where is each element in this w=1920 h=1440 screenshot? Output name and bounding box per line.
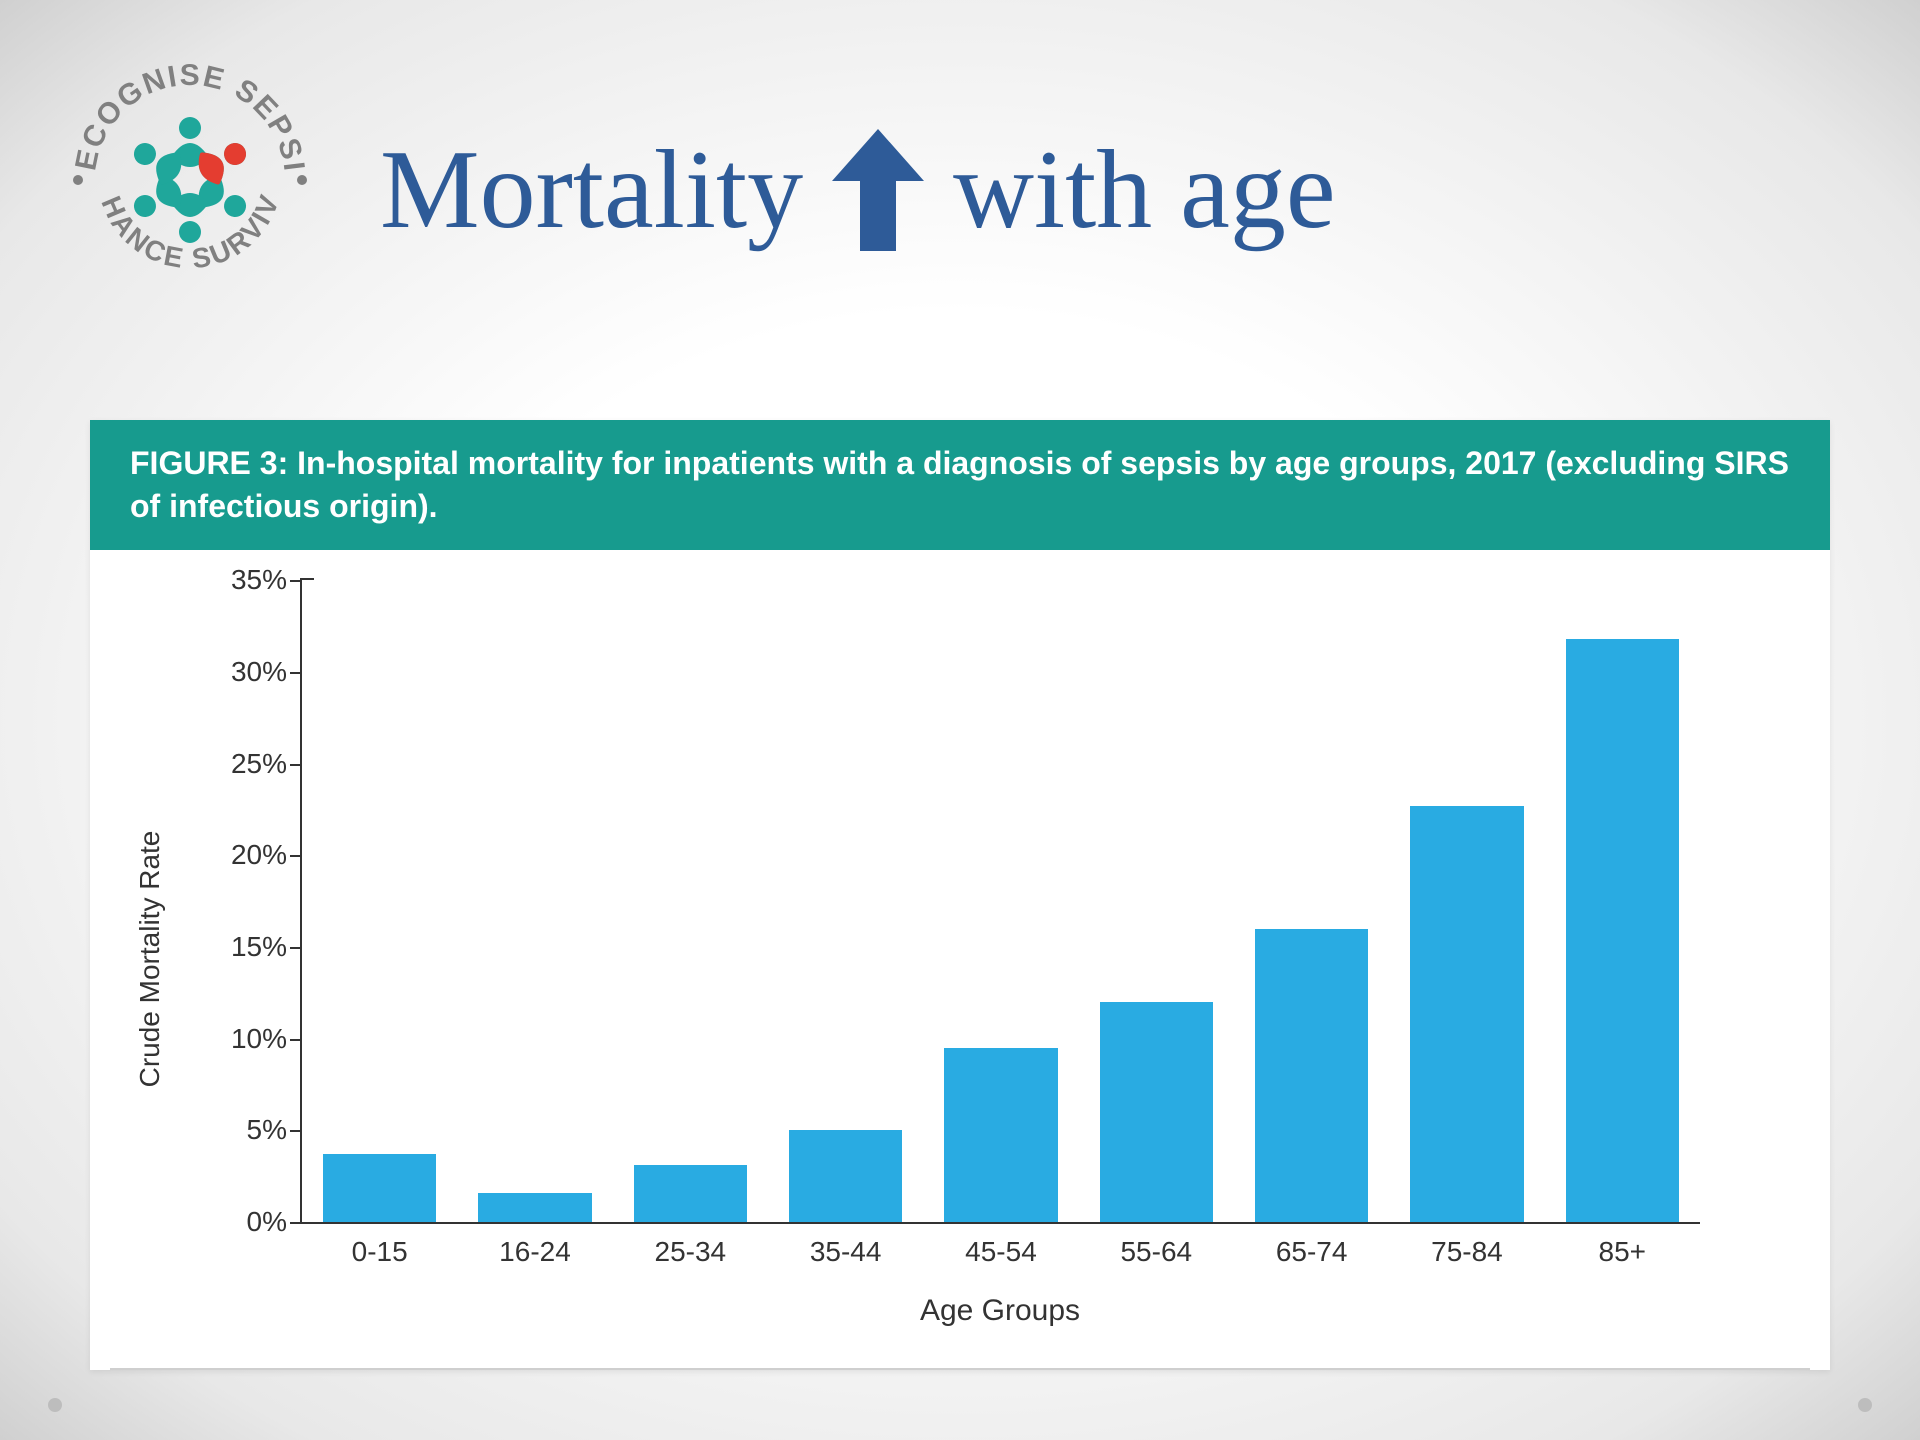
y-tick: 15% — [192, 931, 287, 963]
y-tick: 10% — [192, 1023, 287, 1055]
card-divider — [110, 1368, 1810, 1370]
footer-dot-left — [48, 1398, 62, 1412]
bar — [634, 1165, 747, 1222]
slide: RECOGNISE SEPSIS ENHANCE SURVIVAL — [0, 0, 1920, 1440]
x-axis-label: Age Groups — [300, 1294, 1700, 1328]
bar-slot: 25-34 — [613, 580, 768, 1222]
bar — [478, 1193, 591, 1222]
arrow-up-icon — [828, 125, 928, 255]
y-tick: 25% — [192, 748, 287, 780]
title-part-1: Mortality — [380, 126, 803, 255]
sepsis-logo: RECOGNISE SEPSIS ENHANCE SURVIVAL — [40, 30, 340, 330]
bar — [1410, 806, 1523, 1222]
y-axis-label: Crude Mortality Rate — [134, 831, 166, 1088]
person-accent-icon — [192, 133, 253, 189]
bar-slot: 55-64 — [1079, 580, 1234, 1222]
bar — [323, 1154, 436, 1222]
title-part-2: with age — [953, 126, 1336, 255]
x-tick: 55-64 — [1120, 1236, 1192, 1268]
x-tick: 16-24 — [499, 1236, 571, 1268]
figure-caption: FIGURE 3: In-hospital mortality for inpa… — [90, 420, 1830, 550]
bar-slot: 65-74 — [1234, 580, 1389, 1222]
x-tick: 35-44 — [810, 1236, 882, 1268]
footer-dot-right — [1858, 1398, 1872, 1412]
bar — [1255, 929, 1368, 1222]
y-tick: 0% — [192, 1206, 287, 1238]
bar-slot: 85+ — [1545, 580, 1700, 1222]
x-tick: 0-15 — [352, 1236, 408, 1268]
y-tick: 30% — [192, 656, 287, 688]
bar — [789, 1130, 902, 1222]
y-tick: 20% — [192, 839, 287, 871]
x-tick: 85+ — [1599, 1236, 1647, 1268]
x-tick: 75-84 — [1431, 1236, 1503, 1268]
y-tick: 35% — [192, 564, 287, 596]
x-tick: 25-34 — [655, 1236, 727, 1268]
bar — [1566, 639, 1679, 1222]
sepsis-logo-svg: RECOGNISE SEPSIS ENHANCE SURVIVAL — [40, 30, 340, 330]
bar-slot: 35-44 — [768, 580, 923, 1222]
bar-slot: 0-15 — [302, 580, 457, 1222]
bar-slot: 75-84 — [1389, 580, 1544, 1222]
bar-chart: 0-1516-2425-3435-4445-5455-6465-7475-848… — [300, 580, 1700, 1224]
bar — [1100, 1002, 1213, 1222]
figure-card: FIGURE 3: In-hospital mortality for inpa… — [90, 420, 1830, 1370]
bar-slot: 45-54 — [923, 580, 1078, 1222]
chart-area: Crude Mortality Rate 0-1516-2425-3435-44… — [90, 550, 1830, 1368]
bar-slot: 16-24 — [457, 580, 612, 1222]
slide-title: Mortality with age — [380, 100, 1860, 280]
bars-container: 0-1516-2425-3435-4445-5455-6465-7475-848… — [302, 580, 1700, 1222]
bar — [944, 1048, 1057, 1222]
y-axis-cap — [300, 578, 314, 580]
y-tick: 5% — [192, 1114, 287, 1146]
x-tick: 45-54 — [965, 1236, 1037, 1268]
x-tick: 65-74 — [1276, 1236, 1348, 1268]
